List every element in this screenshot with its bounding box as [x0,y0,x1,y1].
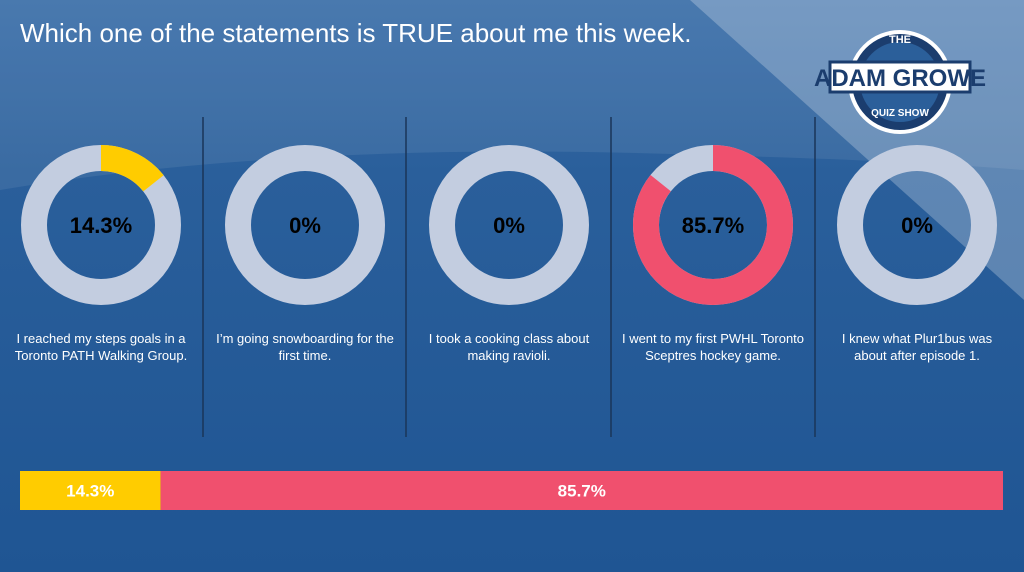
summary-label: 85.7% [558,482,606,501]
logo-main: ADAM GROWE [814,65,986,92]
donut-label: 14.3% [70,213,132,238]
donut-track [225,145,385,305]
donut-label: 0% [901,213,933,238]
option-label: I’m going snowboarding for the first tim… [216,331,394,363]
decor [0,0,1024,190]
summary-label: 14.3% [66,482,114,501]
summary-segment [20,471,161,510]
donut-arc [21,145,181,305]
donut-label: 85.7% [682,213,744,238]
option-label: I reached my steps goals in a Toronto PA… [14,331,188,363]
option-label: I took a cooking class about making ravi… [428,331,590,363]
logo: THE ADAM GROWE QUIZ SHOW [814,30,986,134]
summary-segment [160,471,1004,510]
donut-label: 0% [289,213,321,238]
option-label: I knew what Plur1bus was about after epi… [841,331,993,363]
logo-top: THE [889,34,911,46]
option-label: I went to my first PWHL Toronto Sceptres… [621,331,805,363]
donut-label: 0% [493,213,525,238]
title: Which one of the statements is TRUE abou… [20,18,692,48]
donut-arc [633,145,793,305]
separators [202,117,816,437]
logo-bottom: QUIZ SHOW [871,108,929,119]
donut-track [837,145,997,305]
donut-track [429,145,589,305]
